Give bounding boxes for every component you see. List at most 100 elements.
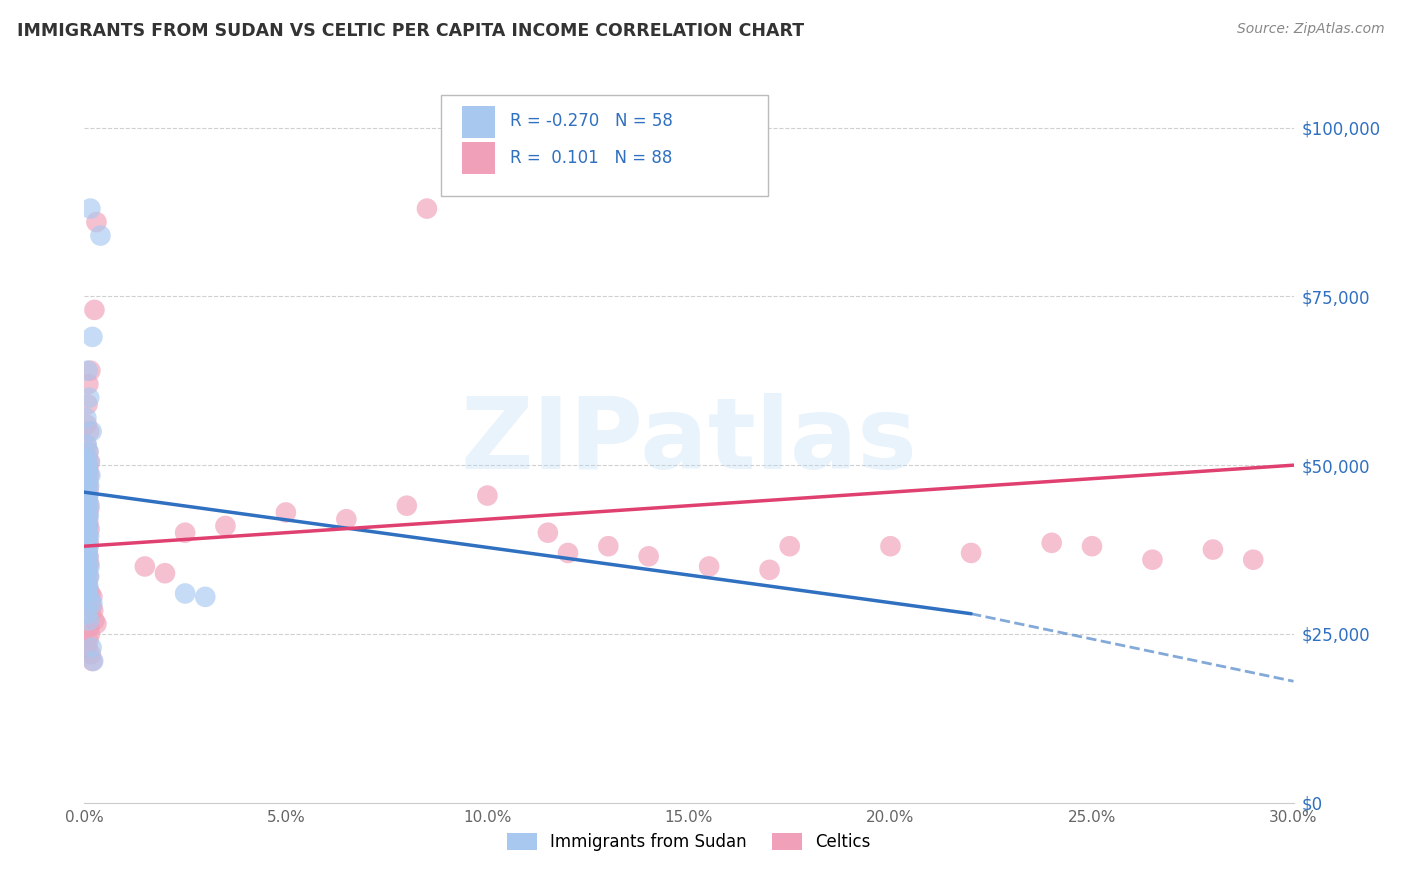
Point: [76, 475, 98, 489]
Text: Source: ZipAtlas.com: Source: ZipAtlas.com: [1237, 22, 1385, 37]
Point: [76, 461, 98, 475]
Point: [76, 583, 98, 598]
Point: [537, 525, 560, 540]
Point: [80, 425, 103, 439]
Point: [75, 485, 97, 500]
Point: [879, 539, 901, 553]
Point: [77, 525, 100, 540]
Point: [77, 563, 100, 577]
Point: [77, 539, 100, 553]
Point: [76, 542, 98, 557]
Point: [1241, 552, 1264, 566]
Point: [79, 627, 101, 641]
Point: [75, 563, 97, 577]
Point: [76, 519, 98, 533]
Point: [153, 566, 176, 581]
Point: [1081, 539, 1104, 553]
Point: [76, 607, 98, 621]
Point: [77, 478, 100, 492]
Point: [77, 529, 100, 543]
Point: [77, 444, 100, 458]
Point: [76, 438, 98, 452]
FancyBboxPatch shape: [461, 142, 495, 174]
Point: [76, 566, 98, 581]
Point: [75, 533, 97, 547]
Point: [77, 536, 100, 550]
Point: [77, 583, 100, 598]
Point: [76, 397, 98, 411]
Point: [77, 586, 100, 600]
Point: [134, 559, 156, 574]
Point: [75, 482, 97, 496]
Point: [77, 580, 100, 594]
Point: [79, 559, 101, 574]
Point: [79, 593, 101, 607]
Point: [76, 516, 98, 530]
Point: [77, 569, 100, 583]
Text: R =  0.101   N = 88: R = 0.101 N = 88: [510, 149, 672, 167]
Point: [335, 512, 357, 526]
Point: [77, 549, 100, 564]
Point: [76, 546, 98, 560]
Point: [77, 549, 100, 564]
Point: [76, 451, 98, 466]
Point: [416, 202, 439, 216]
Point: [76, 552, 98, 566]
Point: [77, 529, 100, 543]
Point: [77, 502, 100, 516]
Point: [82, 597, 104, 611]
Point: [77, 556, 100, 570]
Point: [83, 614, 105, 628]
Point: [86, 215, 108, 229]
Point: [75, 502, 97, 516]
FancyBboxPatch shape: [441, 95, 768, 196]
Point: [76, 576, 98, 591]
Point: [76, 458, 98, 472]
Point: [76, 580, 98, 594]
Point: [77, 468, 100, 483]
Point: [1040, 536, 1063, 550]
Point: [75, 438, 97, 452]
Point: [79, 499, 101, 513]
Point: [194, 590, 217, 604]
Point: [82, 603, 104, 617]
Point: [75, 411, 97, 425]
Point: [76, 512, 98, 526]
Point: [75, 542, 97, 557]
Point: [76, 491, 98, 506]
Point: [557, 546, 579, 560]
Point: [76, 499, 98, 513]
Point: [76, 576, 98, 591]
Point: [79, 522, 101, 536]
Point: [82, 330, 104, 344]
Point: [174, 525, 197, 540]
Point: [758, 563, 780, 577]
Point: [77, 633, 100, 648]
Point: [76, 533, 98, 547]
Point: [75, 573, 97, 587]
Point: [76, 478, 98, 492]
Point: [83, 302, 105, 317]
Point: [76, 536, 98, 550]
Point: [76, 489, 98, 503]
Point: [82, 590, 104, 604]
Point: [77, 519, 100, 533]
Point: [80, 647, 103, 661]
Point: [76, 640, 98, 655]
Point: [77, 569, 100, 583]
Point: [75, 559, 97, 574]
Point: [79, 468, 101, 483]
Point: [77, 377, 100, 392]
Point: [75, 451, 97, 466]
Point: [80, 599, 103, 614]
Point: [79, 586, 101, 600]
Point: [77, 516, 100, 530]
Point: [960, 546, 983, 560]
Point: [77, 425, 100, 439]
Point: [637, 549, 659, 564]
Point: [214, 519, 236, 533]
Point: [274, 505, 297, 519]
Point: [76, 566, 98, 581]
Text: R = -0.270   N = 58: R = -0.270 N = 58: [510, 112, 673, 130]
Point: [77, 495, 100, 509]
